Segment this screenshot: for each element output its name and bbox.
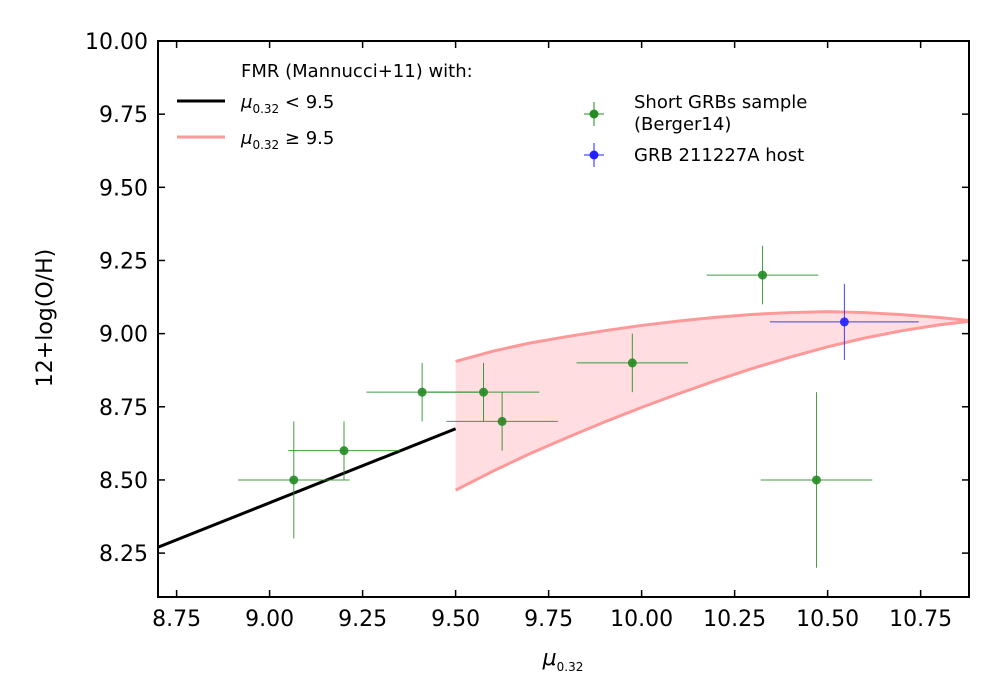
x-tick-label: 10.00 [610,607,673,632]
x-tick-label: 9.50 [431,607,480,632]
fmr-fill-layer [455,311,969,491]
legend-green-marker [584,102,604,126]
fmr-band-lower [454,319,969,492]
y-tick-label: 9.75 [99,103,148,128]
y-tick-label: 8.50 [99,469,148,494]
legend-pink-label: μ0.32 ≥ 9.5 [240,128,334,152]
y-tick-label: 9.50 [99,176,148,201]
y-tick-label: 10.00 [85,30,148,55]
grb-sample-point [811,475,821,485]
grb-211227a-point [839,317,849,327]
x-tick-label: 10.25 [703,607,766,632]
x-tick-label: 9.25 [338,607,387,632]
fmr-line-layer [158,310,969,549]
fmr-legend-title: FMR (Mannucci+11) with: [241,61,473,82]
x-tick-label: 8.75 [152,607,201,632]
grb-sample-point [417,387,427,397]
grb-sample-point [627,358,637,368]
grb-sample-point [289,475,299,485]
fmr-legend: FMR (Mannucci+11) with: μ0.32 < 9.5 μ0.3… [177,61,473,152]
x-tick-label: 10.50 [796,607,859,632]
grb-sample-point [479,387,489,397]
y-tick-label: 9.00 [99,323,148,348]
grb-sample-point [339,446,349,456]
y-tick-label: 9.25 [99,249,148,274]
fmr-line-low-mass [158,427,457,549]
legend-green-label-1: Short GRBs sample [634,92,807,113]
y-axis-label: 12+log(O/H) [33,249,58,387]
point-layer [289,270,849,485]
legend-blue-marker [584,143,604,167]
plot-frame [157,40,970,598]
grb-sample-point [497,416,507,426]
x-tick-label: 10.75 [889,607,952,632]
y-tick-label: 8.25 [99,542,148,567]
axes-frame [157,40,970,598]
legend-black-label: μ0.32 < 9.5 [240,92,334,116]
fmr-band-upper [455,310,969,363]
x-tick-label: 9.75 [524,607,573,632]
fmr-band-fill [455,311,969,491]
tick-layer: 8.75 9.00 9.25 9.50 9.75 10.00 10.25 10.50 10.75… [85,30,969,632]
legend-green-label-2: (Berger14) [634,114,731,135]
y-tick-label: 8.75 [99,396,148,421]
legend-blue-label: GRB 211227A host [634,145,804,166]
x-axis-label: μ0.32 [542,646,584,674]
data-legend: Short GRBs sample (Berger14) GRB 211227A… [584,92,807,167]
x-tick-label: 9.00 [245,607,294,632]
grb-sample-point [758,270,768,280]
